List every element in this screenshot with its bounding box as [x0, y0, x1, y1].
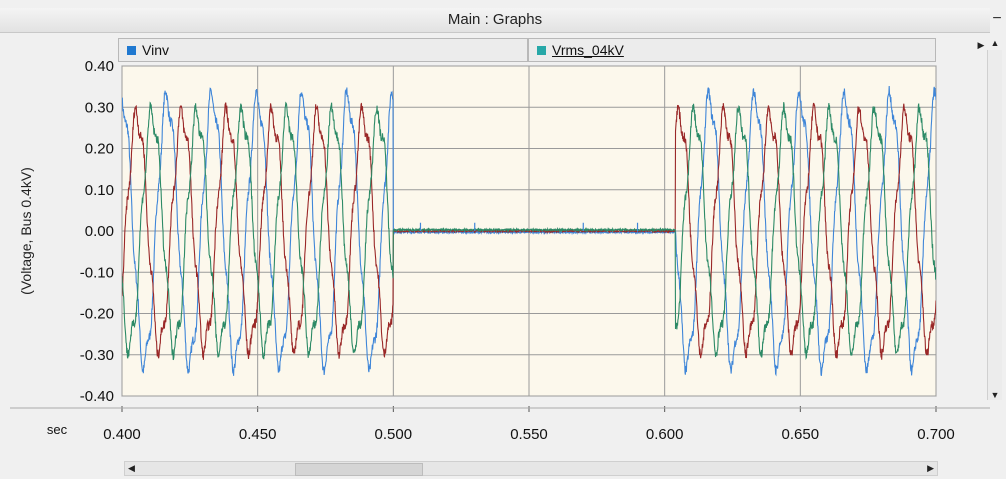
legend: Vinv Vrms_04kV [118, 38, 936, 62]
legend-item-vinv[interactable]: Vinv [118, 38, 528, 62]
x-tick-label: 0.450 [239, 426, 277, 443]
horizontal-scrollbar[interactable]: ◀ ▶ [124, 461, 938, 476]
y-tick-label: -0.20 [80, 306, 114, 323]
y-tick-label: -0.40 [80, 388, 114, 405]
x-tick-label: 0.400 [103, 426, 141, 443]
y-tick-label: 0.20 [85, 141, 114, 158]
scroll-left-arrow-icon[interactable]: ◀ [128, 463, 135, 473]
scroll-right-arrow-icon[interactable]: ▶ [927, 463, 934, 473]
series-line-0 [122, 86, 936, 377]
x-tick-label: 0.700 [917, 426, 955, 443]
minimize-button[interactable]: − [992, 10, 1002, 27]
x-tick-label: 0.500 [375, 426, 413, 443]
window-title: Main : Graphs [447, 11, 543, 28]
scrollbar-thumb[interactable] [295, 463, 423, 476]
y-tick-label: 0.00 [85, 223, 114, 240]
x-tick-label: 0.650 [782, 426, 820, 443]
x-axis-label: sec [47, 422, 68, 437]
y-tick-label: 0.10 [85, 182, 114, 199]
scroll-up-arrow-icon[interactable]: ▲ [990, 38, 1000, 48]
legend-item-vrms[interactable]: Vrms_04kV [528, 38, 936, 62]
y-tick-label: -0.30 [80, 347, 114, 364]
x-tick-label: 0.550 [510, 426, 548, 443]
series-line-2 [122, 101, 936, 361]
legend-label-vrms: Vrms_04kV [552, 42, 624, 58]
y-axis-label: (Voltage, Bus 0.4kV) [18, 167, 34, 295]
scroll-down-arrow-icon[interactable]: ▼ [990, 390, 1000, 400]
legend-swatch-vrms [537, 46, 546, 55]
legend-swatch-vinv [127, 46, 136, 55]
expand-arrow-icon[interactable]: ▶ [977, 40, 985, 50]
y-tick-label: 0.40 [85, 58, 114, 75]
y-tick-label: 0.30 [85, 99, 114, 116]
vertical-scrollbar[interactable]: ▲ ▼ [987, 38, 1002, 400]
legend-label-vinv: Vinv [142, 42, 169, 58]
x-tick-label: 0.600 [646, 426, 684, 443]
y-tick-label: -0.10 [80, 264, 114, 281]
window-title-bar: Main : Graphs [0, 8, 990, 33]
